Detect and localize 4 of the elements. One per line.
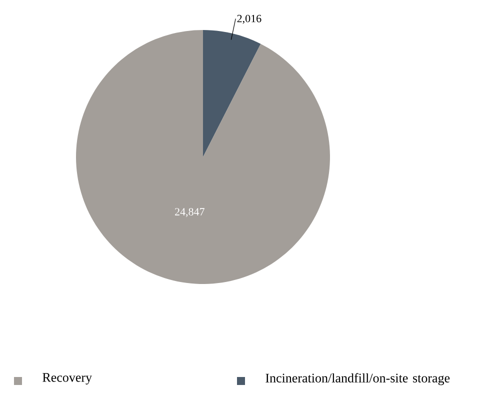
data-label: 24,847: [175, 208, 204, 218]
legend-label: Recovery: [42, 373, 92, 385]
data-label: 2,016: [237, 14, 262, 24]
legend-label: Incineration/landfill/on-site storage: [266, 373, 450, 386]
